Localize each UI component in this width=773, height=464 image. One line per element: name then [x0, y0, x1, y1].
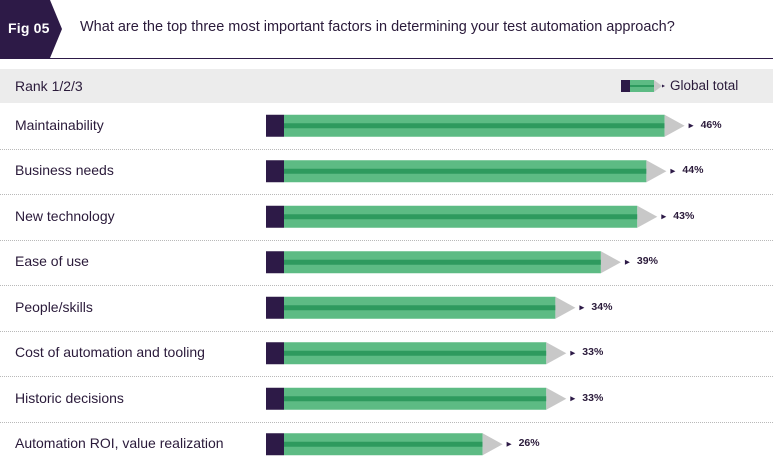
row-divider: [0, 239, 773, 241]
bar-stripe: [284, 214, 638, 220]
value-label: 26%: [518, 437, 540, 450]
bar-arrow: [670, 168, 676, 174]
bar-arrow: [506, 441, 512, 447]
bar-cap: [266, 114, 284, 137]
value-label: 43%: [673, 209, 695, 222]
value-label: 34%: [591, 300, 613, 313]
bar-tip: [555, 296, 576, 319]
bar-stripe: [284, 259, 601, 265]
value-label: 46%: [700, 118, 722, 131]
bar-arrow: [570, 350, 576, 356]
bar-cap: [266, 205, 284, 228]
bar-cap: [266, 296, 284, 319]
category-label: Ease of use: [15, 253, 89, 270]
row-divider: [0, 330, 773, 332]
figure-tag-shape: [0, 0, 62, 58]
bar-arrow: [579, 305, 585, 311]
bar-tip: [637, 205, 658, 228]
bar-stripe: [284, 396, 547, 402]
bar-cap: [266, 387, 284, 410]
bar-arrow: [570, 396, 576, 402]
bar-stripe: [284, 350, 547, 356]
bar-arrow: [624, 259, 630, 265]
category-label: Maintainability: [15, 116, 104, 133]
bar-arrow: [688, 123, 694, 129]
row-divider: [0, 421, 773, 423]
category-label: Business needs: [15, 162, 114, 179]
bar-tip: [646, 160, 667, 183]
bar-arrow: [661, 214, 667, 220]
legend-label: Global total: [670, 78, 739, 93]
row-divider: [0, 376, 773, 377]
bar-cap: [266, 160, 284, 183]
category-label: Automation ROI, value realization: [15, 435, 224, 452]
value-label: 44%: [682, 164, 704, 177]
value-label: 33%: [582, 391, 604, 404]
legend: [621, 78, 667, 94]
row-divider: [0, 285, 773, 286]
legend-pencil-icon: [621, 80, 665, 92]
figure-tag: Fig 05: [0, 0, 62, 58]
bar-tip: [546, 342, 567, 365]
rank-title: Rank 1/2/3: [15, 78, 83, 94]
header-divider: [0, 58, 773, 59]
bar-stripe: [284, 168, 647, 174]
row-divider: [0, 148, 773, 150]
category-label: Cost of automation and tooling: [15, 344, 205, 361]
category-label: People/skills: [15, 298, 93, 315]
value-label: 33%: [582, 346, 604, 359]
bar-cap: [266, 251, 284, 274]
value-label: 39%: [636, 255, 658, 268]
bar-tip: [546, 387, 567, 410]
category-label: Historic decisions: [15, 389, 124, 406]
row-divider: [0, 194, 773, 195]
figure-question: What are the top three most important fa…: [80, 19, 675, 35]
bar-stripe: [284, 123, 665, 129]
bar-stripe: [284, 441, 483, 447]
figure-number: Fig 05: [8, 20, 50, 36]
bar-tip: [482, 433, 503, 456]
category-label: New technology: [15, 207, 115, 224]
bar-stripe: [284, 305, 556, 311]
bar-cap: [266, 342, 284, 365]
bar-tip: [600, 251, 621, 274]
bar-tip: [664, 114, 685, 137]
bar-cap: [266, 433, 284, 456]
